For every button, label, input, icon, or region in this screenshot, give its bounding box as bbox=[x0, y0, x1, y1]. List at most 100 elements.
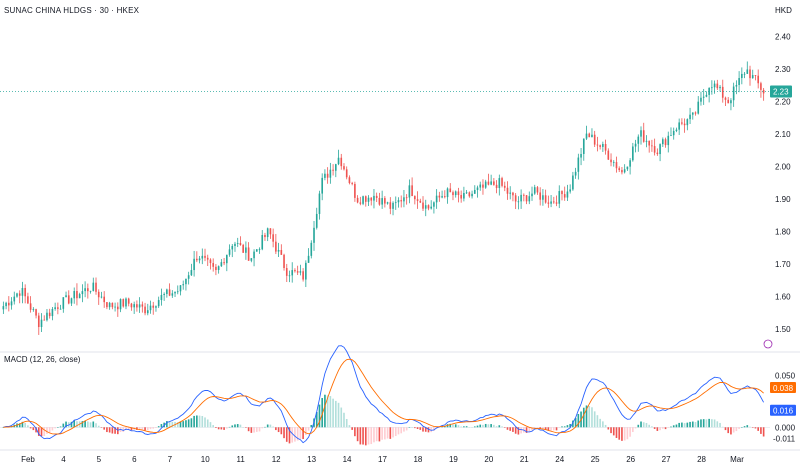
candle-body bbox=[46, 312, 48, 321]
candle-body bbox=[678, 122, 680, 130]
candle-body bbox=[269, 228, 272, 235]
candle-body bbox=[54, 307, 56, 309]
candle-body bbox=[176, 291, 179, 293]
candle-body bbox=[250, 258, 253, 261]
candle-body bbox=[343, 166, 345, 170]
macd-histogram-bar bbox=[416, 427, 419, 430]
candle-body bbox=[236, 243, 239, 244]
candle-body bbox=[190, 270, 193, 276]
macd-histogram-bar bbox=[217, 427, 220, 430]
candle-body bbox=[468, 192, 471, 197]
macd-histogram-bar bbox=[215, 427, 217, 428]
candle-body bbox=[443, 196, 446, 198]
macd-histogram-bar bbox=[506, 427, 509, 430]
macd-value-label-bg bbox=[770, 381, 796, 393]
macd-histogram-bar bbox=[378, 427, 381, 442]
macd-histogram-bar bbox=[509, 427, 512, 431]
candle-body bbox=[2, 306, 5, 310]
candle-body bbox=[296, 271, 299, 273]
candle-body bbox=[760, 83, 762, 90]
candle-body bbox=[751, 75, 754, 79]
macd-histogram-bar bbox=[514, 427, 517, 434]
candle-body bbox=[239, 243, 242, 245]
macd-histogram-bar bbox=[653, 427, 656, 429]
candle-body bbox=[386, 202, 389, 204]
candle-body bbox=[258, 249, 261, 251]
macd-histogram-bar bbox=[84, 420, 86, 428]
macd-histogram-bar bbox=[746, 425, 749, 428]
candle-body bbox=[348, 177, 351, 184]
candle-body bbox=[35, 309, 37, 316]
candle-body bbox=[460, 195, 462, 199]
candle-body bbox=[561, 191, 563, 195]
macd-histogram-bar bbox=[512, 427, 514, 432]
candle-body bbox=[473, 189, 476, 194]
candle-body bbox=[87, 288, 89, 292]
candle-body bbox=[310, 242, 313, 256]
candle-body bbox=[163, 293, 165, 295]
macd-value-label: 0.038 bbox=[773, 384, 794, 393]
macd-histogram-bar bbox=[640, 421, 642, 428]
macd-histogram-bar bbox=[138, 427, 141, 430]
candle-body bbox=[555, 202, 558, 204]
macd-histogram-bar bbox=[345, 418, 348, 428]
macd-histogram-bar bbox=[103, 427, 106, 430]
macd-histogram-bar bbox=[305, 427, 307, 436]
macd-histogram-bar bbox=[604, 424, 607, 428]
candle-body bbox=[351, 183, 353, 184]
macd-histogram-bar bbox=[348, 425, 351, 428]
macd-histogram-bar bbox=[675, 424, 678, 428]
tv-logo-icon bbox=[763, 339, 773, 349]
macd-histogram-bar bbox=[634, 427, 637, 429]
candle-body bbox=[762, 89, 765, 94]
macd-histogram-bar bbox=[656, 427, 659, 431]
candle-body bbox=[501, 178, 503, 186]
candle-body bbox=[326, 173, 329, 178]
macd-histogram-bar bbox=[397, 427, 400, 435]
candle-body bbox=[623, 169, 626, 173]
candle-body bbox=[321, 177, 324, 194]
macd-histogram-bar bbox=[672, 425, 675, 428]
macd-histogram-bar bbox=[664, 427, 667, 430]
macd-histogram-bar bbox=[65, 421, 67, 428]
macd-histogram-bar bbox=[315, 412, 318, 428]
macd-histogram-bar bbox=[525, 427, 528, 433]
candle-body bbox=[585, 133, 588, 139]
macd-histogram-bar bbox=[247, 427, 250, 432]
macd-histogram-bar bbox=[198, 415, 201, 428]
macd-histogram-bar bbox=[531, 427, 533, 431]
time-tick-label: 25 bbox=[591, 455, 600, 464]
macd-histogram-bar bbox=[242, 427, 244, 428]
macd-histogram-bar bbox=[264, 426, 266, 428]
candle-body bbox=[569, 189, 571, 192]
macd-histogram-bar bbox=[422, 427, 424, 432]
macd-histogram-bar bbox=[702, 419, 705, 428]
candle-body bbox=[626, 166, 629, 170]
macd-histogram-bar bbox=[155, 427, 157, 428]
macd-histogram-bar bbox=[283, 427, 285, 439]
candle-body bbox=[245, 247, 247, 253]
candle-body bbox=[452, 192, 454, 196]
macd-histogram-bar bbox=[484, 423, 487, 428]
macd-histogram-bar bbox=[310, 424, 313, 428]
candle-body bbox=[596, 144, 599, 146]
macd-histogram-bar bbox=[24, 422, 26, 428]
candle-body bbox=[313, 227, 315, 243]
macd-histogram-bar bbox=[487, 424, 490, 428]
macd-histogram-bar bbox=[645, 422, 648, 428]
macd-histogram-bar bbox=[602, 421, 604, 428]
candle-body bbox=[201, 255, 204, 259]
macd-histogram-bar bbox=[375, 427, 378, 442]
macd-histogram-bar bbox=[427, 427, 430, 433]
macd-histogram-bar bbox=[667, 427, 670, 428]
time-tick-label: 11 bbox=[237, 455, 246, 464]
time-tick-label: 24 bbox=[555, 455, 564, 464]
candle-body bbox=[367, 197, 370, 202]
candle-body bbox=[721, 86, 724, 98]
macd-histogram-bar bbox=[400, 427, 403, 434]
macd-histogram-bar bbox=[193, 415, 195, 428]
time-tick-label: 4 bbox=[61, 455, 66, 464]
macd-histogram-bar bbox=[231, 425, 234, 428]
macd-histogram-bar bbox=[190, 418, 193, 428]
candle-body bbox=[394, 202, 397, 204]
